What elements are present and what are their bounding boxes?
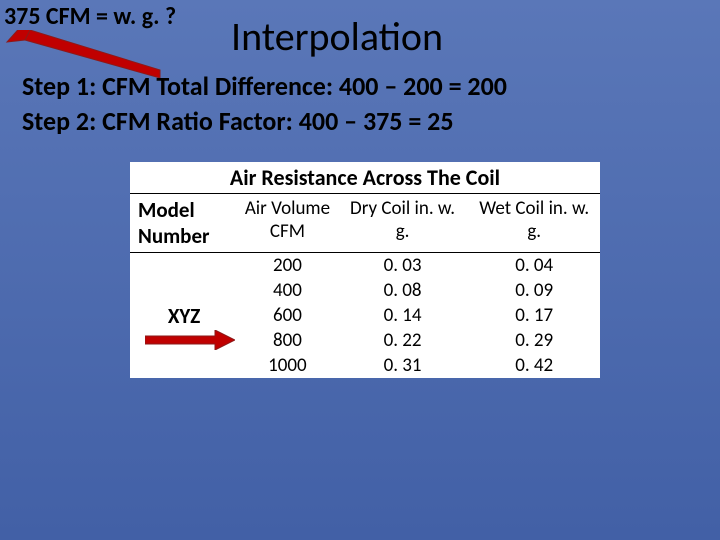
dry-cell: 0. 03 [337,253,469,279]
cfm-cell: 1000 [238,353,337,378]
resistance-table: Model Number Air Volume CFM Dry Coil in.… [130,194,600,378]
model-cell: XYZ [130,253,238,379]
step-1-text: Step 1: CFM Total Difference: 400 – 200 … [22,70,507,102]
header-dry-coil: Dry Coil in. w. g. [337,194,469,253]
cfm-cell: 200 [238,253,337,279]
cfm-cell: 400 [238,278,337,303]
cfm-cell: 800 [238,328,337,353]
table-title: Air Resistance Across The Coil [130,162,600,194]
wet-cell: 0. 42 [468,353,600,378]
dry-cell: 0. 08 [337,278,469,303]
wet-cell: 0. 29 [468,328,600,353]
arrow-to-model [145,330,235,350]
header-wet-coil: Wet Coil in. w. g. [468,194,600,253]
header-model: Model Number [130,194,238,253]
wet-cell: 0. 09 [468,278,600,303]
page-title: Interpolation [231,12,443,61]
table-row: XYZ 200 0. 03 0. 04 [130,253,600,279]
dry-cell: 0. 31 [337,353,469,378]
step-2-text: Step 2: CFM Ratio Factor: 400 – 375 = 25 [22,105,454,137]
header-air-volume: Air Volume CFM [238,194,337,253]
question-text: 375 CFM = w. g. ? [4,2,176,31]
dry-cell: 0. 14 [337,303,469,328]
dry-cell: 0. 22 [337,328,469,353]
wet-cell: 0. 17 [468,303,600,328]
cfm-cell: 600 [238,303,337,328]
wet-cell: 0. 04 [468,253,600,279]
